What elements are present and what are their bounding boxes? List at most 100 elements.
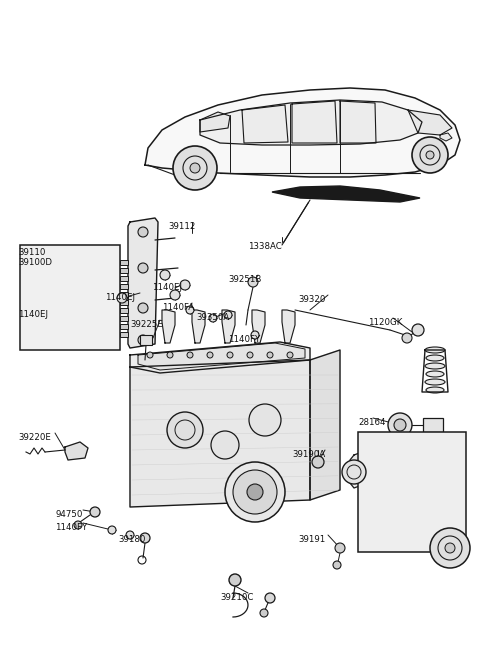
Polygon shape — [222, 310, 235, 343]
Text: 39190A: 39190A — [292, 450, 325, 459]
Bar — [358, 432, 466, 552]
Bar — [120, 324, 128, 329]
Circle shape — [170, 290, 180, 300]
Circle shape — [335, 543, 345, 553]
Polygon shape — [440, 133, 452, 141]
Circle shape — [247, 352, 253, 358]
Circle shape — [186, 306, 194, 314]
Circle shape — [147, 352, 153, 358]
Bar — [120, 284, 128, 289]
Polygon shape — [310, 350, 340, 500]
Circle shape — [312, 456, 324, 468]
Circle shape — [229, 574, 241, 586]
Text: 1140FY: 1140FY — [55, 523, 87, 532]
Text: 39180: 39180 — [118, 535, 145, 544]
Circle shape — [138, 335, 148, 345]
Bar — [20, 245, 120, 350]
Polygon shape — [292, 101, 337, 143]
Polygon shape — [252, 310, 265, 343]
Circle shape — [209, 314, 217, 322]
Circle shape — [267, 352, 273, 358]
Polygon shape — [192, 310, 205, 343]
Polygon shape — [200, 100, 422, 145]
Circle shape — [388, 413, 412, 437]
Polygon shape — [340, 101, 376, 143]
Circle shape — [394, 419, 406, 431]
Polygon shape — [130, 342, 310, 373]
Bar — [120, 260, 128, 265]
Text: 1140EJ: 1140EJ — [18, 310, 48, 319]
Circle shape — [138, 303, 148, 313]
Text: 39320: 39320 — [298, 295, 325, 304]
Circle shape — [74, 521, 82, 529]
Polygon shape — [200, 112, 230, 132]
Ellipse shape — [425, 363, 445, 369]
Bar — [140, 335, 152, 345]
Text: 39191: 39191 — [298, 535, 325, 544]
Circle shape — [138, 263, 148, 273]
Text: 1140EJ: 1140EJ — [152, 283, 182, 292]
Ellipse shape — [425, 379, 445, 385]
Text: 39112: 39112 — [168, 222, 195, 231]
Polygon shape — [130, 360, 310, 507]
Polygon shape — [408, 110, 452, 135]
Polygon shape — [282, 310, 295, 343]
Circle shape — [333, 561, 341, 569]
Circle shape — [160, 270, 170, 280]
Ellipse shape — [425, 347, 445, 353]
Circle shape — [412, 137, 448, 173]
Circle shape — [251, 331, 259, 339]
Bar — [423, 418, 443, 432]
Circle shape — [412, 324, 424, 336]
Circle shape — [180, 280, 190, 290]
Bar — [120, 292, 128, 297]
Circle shape — [225, 462, 285, 522]
Circle shape — [224, 311, 232, 319]
Circle shape — [227, 352, 233, 358]
Text: 39225E: 39225E — [130, 320, 163, 329]
Polygon shape — [145, 88, 460, 177]
Circle shape — [426, 151, 434, 159]
Polygon shape — [65, 442, 88, 460]
Text: 1140EJ: 1140EJ — [105, 293, 135, 302]
Circle shape — [233, 470, 277, 514]
Circle shape — [117, 293, 127, 303]
Circle shape — [402, 333, 412, 343]
Bar — [120, 308, 128, 313]
Circle shape — [126, 531, 134, 539]
Circle shape — [167, 352, 173, 358]
Circle shape — [249, 404, 281, 436]
Text: 28164: 28164 — [358, 418, 385, 427]
Bar — [120, 268, 128, 273]
Ellipse shape — [426, 387, 444, 393]
Circle shape — [430, 528, 470, 568]
Polygon shape — [350, 452, 362, 488]
Ellipse shape — [426, 371, 444, 377]
Bar — [120, 300, 128, 305]
Bar — [120, 316, 128, 321]
Text: 1140FY: 1140FY — [228, 335, 260, 344]
Ellipse shape — [426, 355, 444, 361]
Bar — [120, 276, 128, 281]
Circle shape — [260, 609, 268, 617]
Circle shape — [342, 460, 366, 484]
Circle shape — [445, 543, 455, 553]
Circle shape — [138, 227, 148, 237]
Circle shape — [167, 412, 203, 448]
Text: 39220E: 39220E — [18, 433, 51, 442]
Text: 1338AC: 1338AC — [248, 242, 282, 251]
Text: 39350A: 39350A — [196, 313, 229, 322]
Polygon shape — [128, 218, 158, 348]
Text: 94750: 94750 — [55, 510, 83, 519]
Text: 1140FA: 1140FA — [162, 303, 194, 312]
Circle shape — [187, 352, 193, 358]
Polygon shape — [162, 310, 175, 343]
Circle shape — [90, 507, 100, 517]
Polygon shape — [272, 186, 420, 202]
Circle shape — [287, 352, 293, 358]
Bar — [120, 332, 128, 337]
Text: 39110
39100D: 39110 39100D — [18, 248, 52, 268]
Circle shape — [173, 146, 217, 190]
Text: 39210C: 39210C — [220, 593, 253, 602]
Polygon shape — [138, 343, 305, 370]
